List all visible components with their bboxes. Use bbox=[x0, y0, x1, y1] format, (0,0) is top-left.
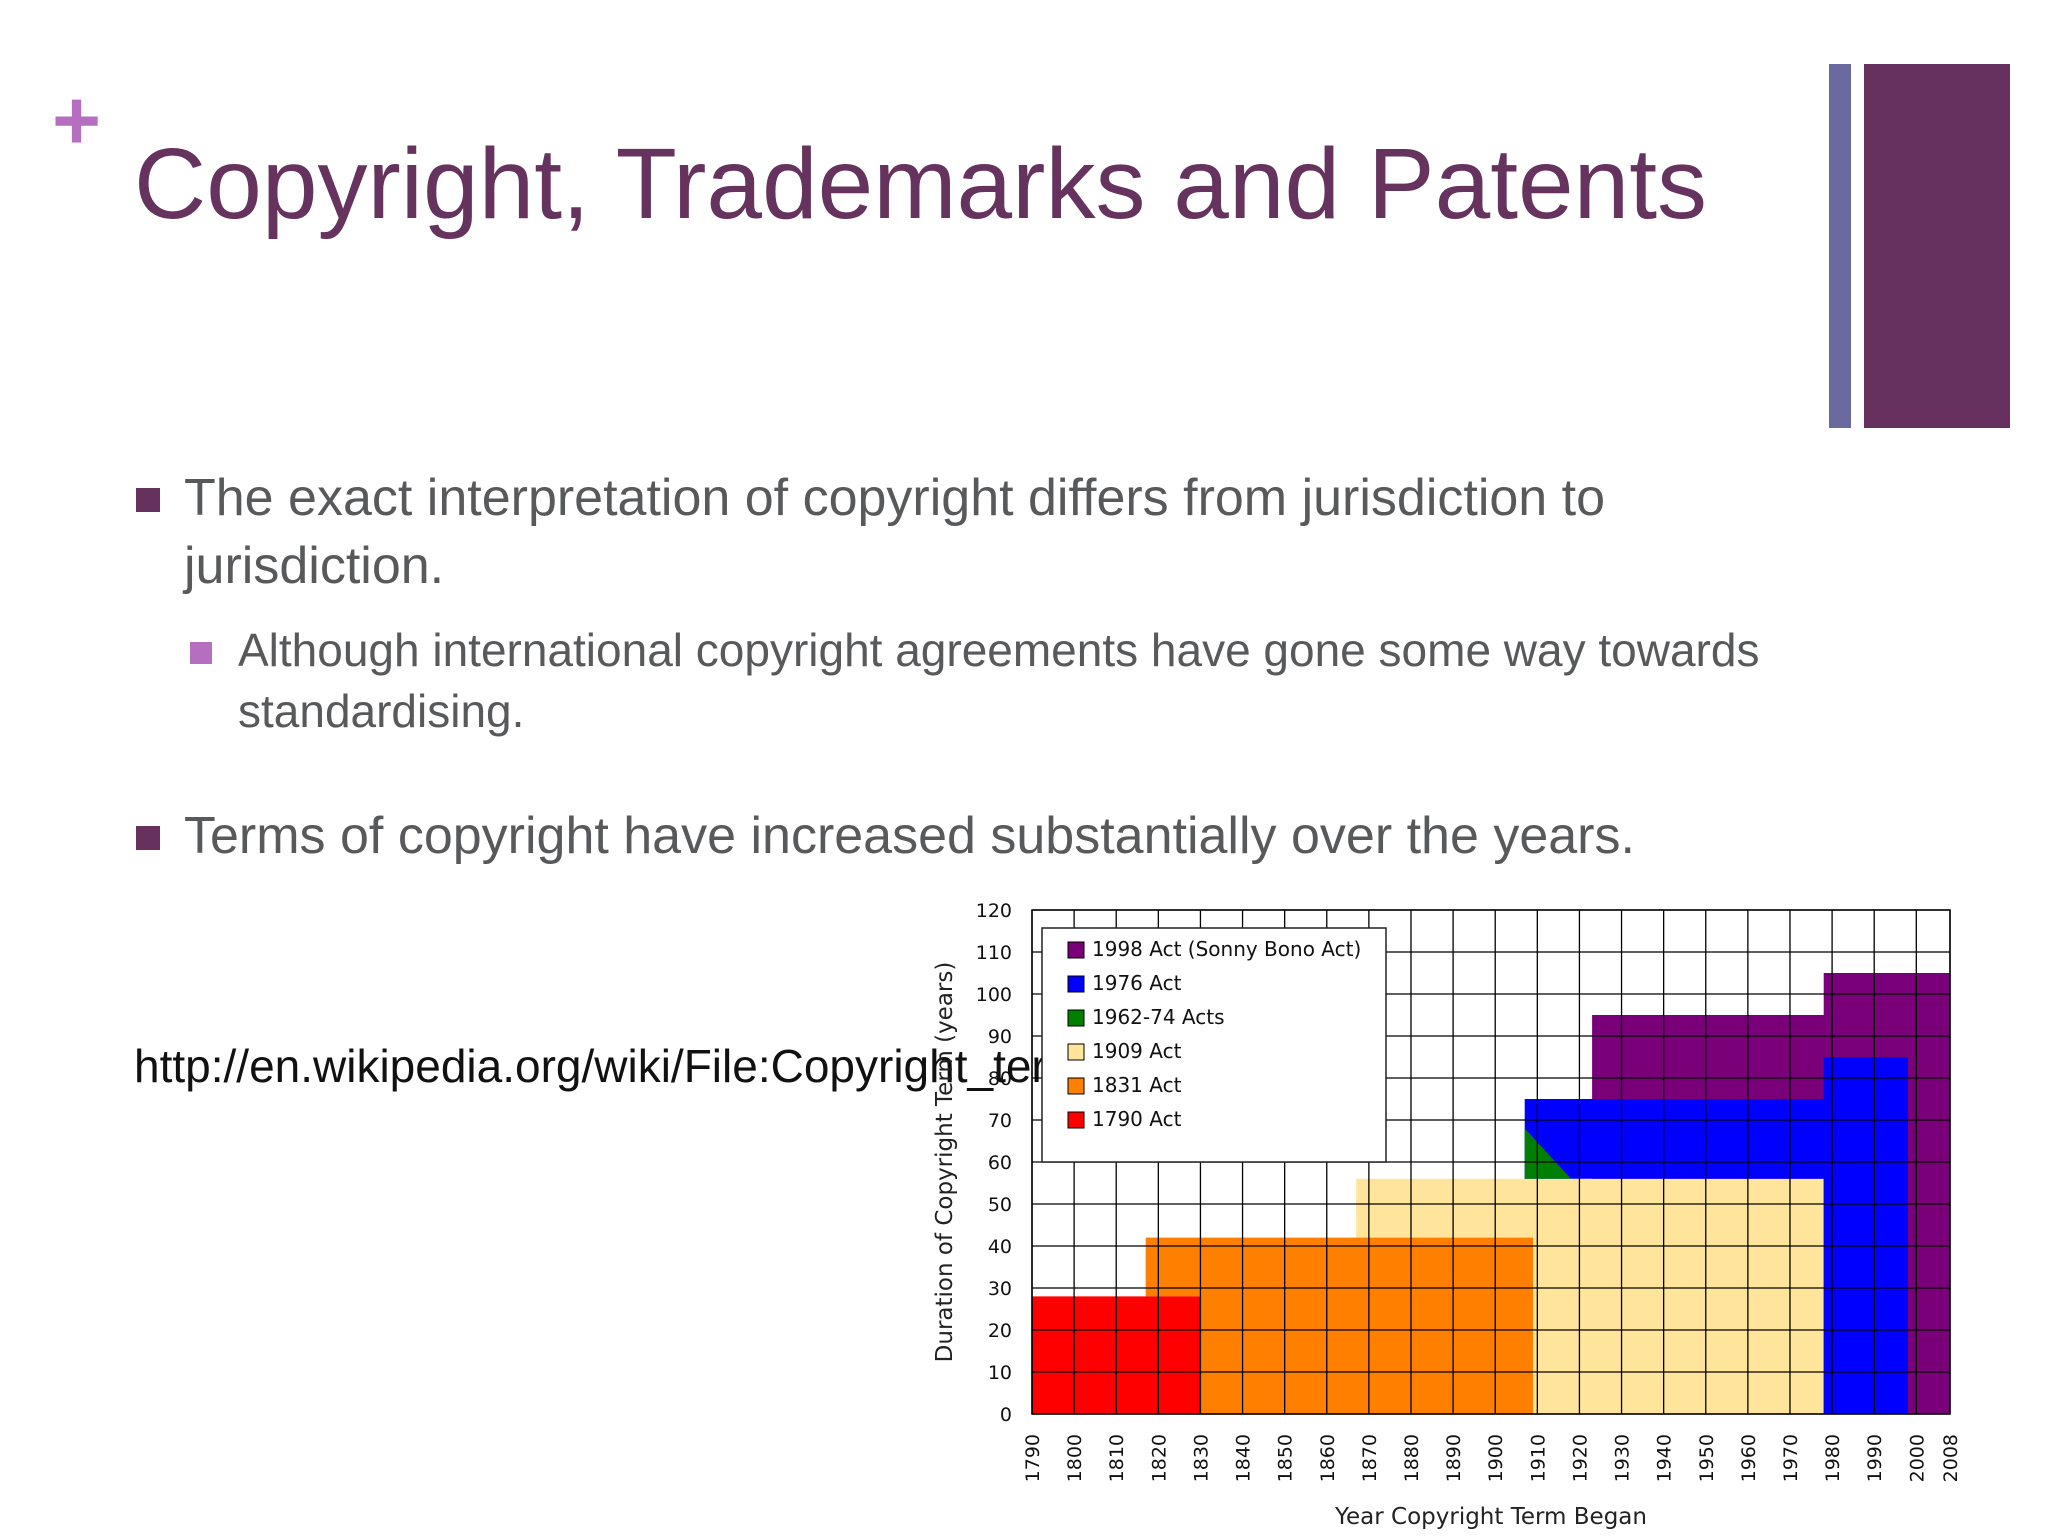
legend-entry: 1962-74 Acts bbox=[1092, 1005, 1225, 1029]
area-1831-act bbox=[1145, 1237, 1534, 1414]
x-tick-label: 1990 bbox=[1864, 1434, 1886, 1482]
x-tick-label: 1900 bbox=[1485, 1434, 1507, 1482]
area-1962-74-acts bbox=[1524, 1128, 1571, 1179]
x-tick-label: 1790 bbox=[1022, 1434, 1044, 1482]
x-tick-label: 2008 bbox=[1940, 1434, 1962, 1482]
x-tick-label: 1810 bbox=[1106, 1434, 1128, 1482]
y-tick-label: 80 bbox=[988, 1068, 1012, 1090]
x-tick-label: 1880 bbox=[1401, 1434, 1423, 1482]
legend-box bbox=[1041, 927, 1387, 1163]
x-tick-label: 1960 bbox=[1738, 1434, 1760, 1482]
legend-swatch bbox=[1067, 1111, 1085, 1129]
accent-bar-thin bbox=[1829, 64, 1851, 428]
legend-entry: 1998 Act (Sonny Bono Act) bbox=[1092, 937, 1361, 961]
plus-icon: + bbox=[52, 73, 102, 167]
legend-swatch bbox=[1067, 1043, 1085, 1061]
legend-swatch bbox=[1067, 941, 1085, 959]
bullet-text: Terms of copyright have increased substa… bbox=[184, 807, 1635, 865]
y-tick-label: 50 bbox=[988, 1194, 1012, 1216]
x-tick-label: 1910 bbox=[1527, 1434, 1549, 1482]
y-tick-label: 120 bbox=[976, 900, 1012, 922]
x-tick-label: 1870 bbox=[1359, 1434, 1381, 1482]
y-tick-label: 70 bbox=[988, 1110, 1012, 1132]
x-axis-label: Year Copyright Term Began bbox=[1334, 1504, 1647, 1530]
x-tick-label: 1890 bbox=[1443, 1434, 1465, 1482]
bullet-square-icon bbox=[136, 488, 160, 512]
y-tick-label: 0 bbox=[1000, 1404, 1012, 1426]
x-tick-label: 1830 bbox=[1190, 1434, 1212, 1482]
y-tick-label: 60 bbox=[988, 1152, 1012, 1174]
x-tick-labels: 1790 1800 1810 1820 1830 1840 1850 1860 1870 1880… bbox=[1022, 1434, 1962, 1482]
y-tick-label: 10 bbox=[988, 1362, 1012, 1384]
legend-entry: 1790 Act bbox=[1092, 1107, 1182, 1131]
sub-bullet-text: Although international copyright agreeme… bbox=[238, 624, 1760, 737]
area-1976-act bbox=[1524, 1057, 1908, 1414]
sub-bullet-square-icon bbox=[190, 642, 212, 664]
bullet-text: The exact interpretation of copyright di… bbox=[184, 469, 1606, 595]
x-tick-label: 1920 bbox=[1569, 1434, 1591, 1482]
x-tick-label: 1840 bbox=[1233, 1434, 1255, 1482]
x-tick-label: 1970 bbox=[1780, 1434, 1802, 1482]
x-tick-label: 1800 bbox=[1064, 1434, 1086, 1482]
y-tick-label: 30 bbox=[988, 1278, 1012, 1300]
slide-title: Copyright, Trademarks and Patents bbox=[134, 128, 1707, 240]
y-tick-label: 100 bbox=[976, 984, 1012, 1006]
legend-entry: 1831 Act bbox=[1092, 1073, 1182, 1097]
plot-frame bbox=[1031, 909, 1951, 1415]
x-tick-label: 1980 bbox=[1822, 1434, 1844, 1482]
x-tick-label: 1820 bbox=[1148, 1434, 1170, 1482]
y-axis-label: Duration of Copyright Term (years) bbox=[932, 962, 958, 1363]
legend-swatch bbox=[1067, 975, 1085, 993]
x-tick-label: 1860 bbox=[1317, 1434, 1339, 1482]
legend-swatch bbox=[1067, 1009, 1085, 1027]
legend-entry: 1976 Act bbox=[1092, 971, 1182, 995]
y-tick-label: 90 bbox=[988, 1026, 1012, 1048]
x-tick-label: 1940 bbox=[1654, 1434, 1676, 1482]
bullet-square-icon bbox=[136, 826, 160, 850]
accent-bar-wide bbox=[1864, 64, 2010, 428]
legend-entry: 1909 Act bbox=[1092, 1039, 1182, 1063]
legend-swatch bbox=[1067, 1077, 1085, 1095]
bullet-item-2: Terms of copyright have increased substa… bbox=[136, 802, 1816, 870]
y-tick-labels: 0 10 20 30 40 50 60 70 80 90 100 110 120 bbox=[976, 900, 1012, 1426]
chart-legend: 1998 Act (Sonny Bono Act) 1976 Act 1962-74… bbox=[1041, 927, 1387, 1163]
y-tick-label: 20 bbox=[988, 1320, 1012, 1342]
x-tick-label: 1930 bbox=[1612, 1434, 1634, 1482]
y-tick-label: 110 bbox=[976, 942, 1012, 964]
x-tick-label: 1850 bbox=[1275, 1434, 1297, 1482]
area-1909-act bbox=[1356, 1178, 1824, 1414]
sub-bullet-item-1: Although international copyright agreeme… bbox=[190, 620, 1780, 742]
y-tick-label: 40 bbox=[988, 1236, 1012, 1258]
x-tick-label: 2000 bbox=[1906, 1434, 1928, 1482]
x-tick-label: 1950 bbox=[1696, 1434, 1718, 1482]
bullet-item-1: The exact interpretation of copyright di… bbox=[136, 464, 1776, 600]
